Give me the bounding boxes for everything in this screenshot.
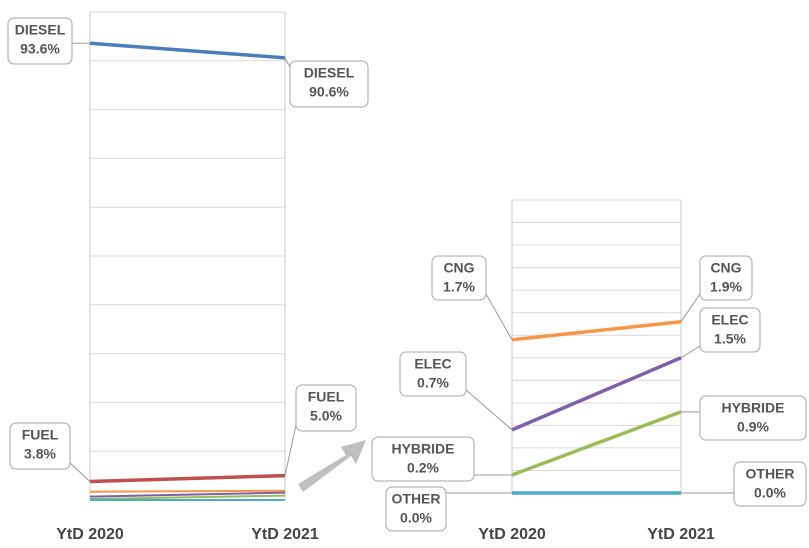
series-name-label: ELEC	[414, 356, 451, 372]
value-label: 0.9%	[737, 419, 769, 435]
series-name-label: DIESEL	[304, 65, 355, 81]
value-label: 0.7%	[417, 375, 449, 391]
label-box	[399, 351, 467, 397]
label-leader	[680, 345, 701, 359]
series-name-label: HYBRIDE	[391, 441, 454, 457]
series-line	[89, 494, 286, 501]
series-line	[89, 491, 286, 498]
value-label: 1.7%	[443, 279, 475, 295]
value-label: 93.6%	[20, 41, 60, 57]
series-line	[89, 489, 286, 493]
series-name-label: FUEL	[308, 389, 345, 405]
label-box	[371, 436, 475, 482]
zoom-arrow	[298, 440, 366, 492]
label-box	[385, 486, 447, 532]
label-box	[699, 255, 753, 301]
label-box	[9, 422, 71, 470]
label-leader	[465, 389, 513, 431]
series-line	[511, 356, 682, 432]
series-name-label: HYBRIDE	[721, 400, 784, 416]
value-label: 0.2%	[407, 460, 439, 476]
series-name-label: OTHER	[746, 466, 795, 482]
value-label: 1.5%	[714, 331, 746, 347]
label-box	[295, 384, 357, 432]
x-tick-label: YtD 2020	[478, 526, 546, 543]
series-line	[511, 410, 682, 477]
value-label: 1.9%	[710, 279, 742, 295]
label-box	[7, 17, 73, 65]
series-line	[89, 41, 286, 60]
label-box	[699, 395, 807, 441]
label-leader	[284, 424, 297, 476]
label-box	[733, 461, 807, 507]
x-tick-label: YtD 2021	[251, 526, 319, 543]
value-label: 0.0%	[400, 510, 432, 526]
series-line	[89, 473, 286, 484]
label-leader	[485, 293, 513, 340]
series-name-label: OTHER	[392, 491, 441, 507]
series-line	[511, 319, 682, 342]
series-name-label: FUEL	[22, 427, 59, 443]
value-label: 5.0%	[310, 408, 342, 424]
x-tick-label: YtD 2020	[56, 526, 124, 543]
value-label: 3.8%	[24, 446, 56, 462]
series-name-label: DIESEL	[15, 22, 66, 38]
series-name-label: CNG	[443, 260, 474, 276]
label-leader	[284, 57, 291, 68]
label-leader	[680, 293, 701, 322]
label-box	[289, 60, 369, 108]
label-leader	[69, 462, 91, 482]
label-box	[431, 255, 487, 301]
x-tick-label: YtD 2021	[647, 526, 715, 543]
series-name-label: CNG	[710, 260, 741, 276]
value-label: 0.0%	[754, 485, 786, 501]
label-box	[699, 307, 761, 353]
series-name-label: ELEC	[711, 312, 748, 328]
value-label: 90.6%	[309, 84, 349, 100]
